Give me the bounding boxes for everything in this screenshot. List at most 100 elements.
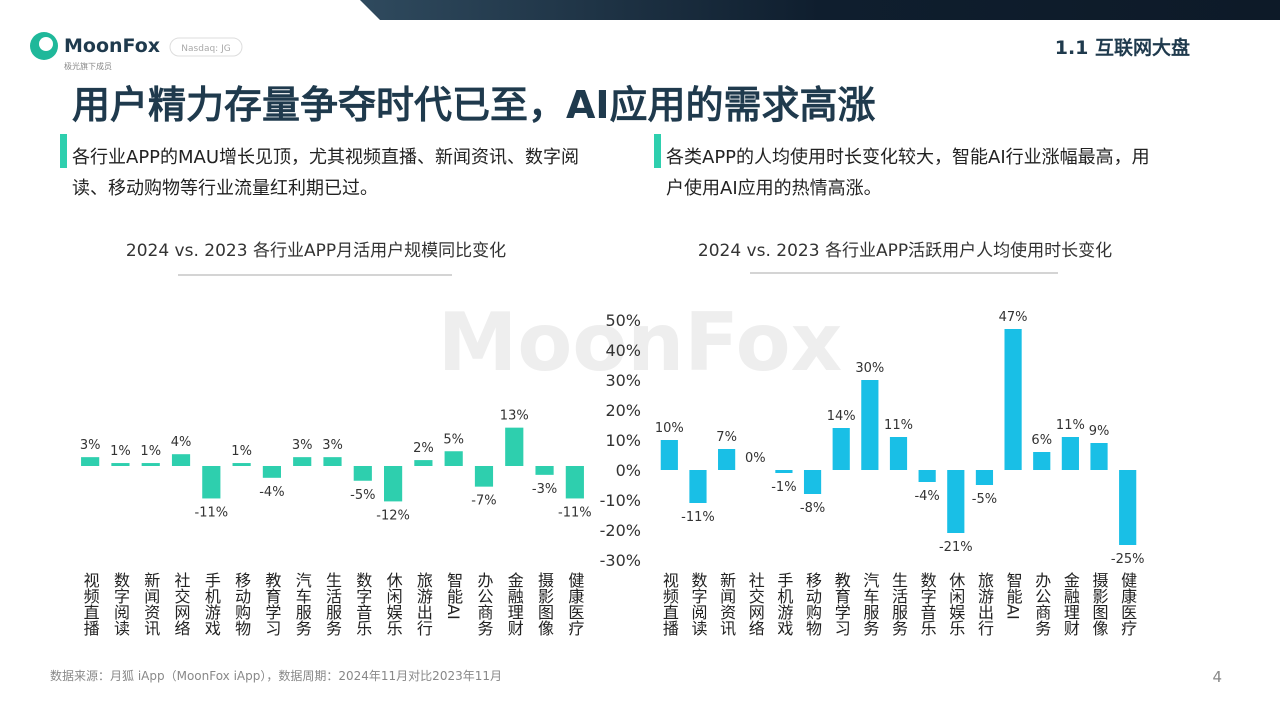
value-label: 30%: [855, 361, 884, 376]
value-label: 14%: [827, 409, 856, 424]
bar: [1033, 452, 1051, 470]
x-tick-label: 办公商务: [1032, 572, 1051, 637]
bar: [202, 466, 221, 499]
bar: [1061, 437, 1079, 470]
value-label: 1%: [140, 444, 161, 459]
value-label: 7%: [716, 430, 737, 445]
bar: [323, 457, 342, 466]
x-tick-label: 休闲娱乐: [384, 572, 403, 636]
value-label: -11%: [558, 505, 592, 520]
y-tick-label: 30%: [605, 371, 641, 390]
x-tick-label: 新闻资讯: [141, 572, 160, 637]
logo-icon-inner: [39, 37, 53, 51]
bar: [718, 449, 736, 470]
x-tick-label: 生活服务: [889, 572, 908, 637]
value-label: 1%: [231, 444, 252, 459]
bar: [384, 466, 403, 502]
chart-title: 2024 vs. 2023 各行业APP月活用户规模同比变化: [126, 241, 506, 261]
value-label: -7%: [471, 494, 496, 509]
bar: [803, 470, 822, 494]
value-label: -25%: [1111, 552, 1145, 567]
y-tick-label: 20%: [605, 401, 641, 420]
value-label: -11%: [195, 505, 229, 520]
value-label: 1%: [110, 444, 131, 459]
note-marker: [654, 134, 661, 168]
x-tick-label: 旅游出行: [414, 572, 433, 637]
bar: [832, 428, 850, 470]
x-tick-label: 摄影图像: [535, 572, 554, 636]
x-tick-label: 汽车服务: [860, 572, 879, 637]
x-tick-label: 社交网络: [746, 572, 765, 636]
bar: [171, 454, 191, 466]
value-label: 3%: [292, 438, 313, 453]
watermark: MoonFox: [438, 296, 842, 389]
x-tick-label: 教育学习: [832, 572, 851, 637]
value-label: 3%: [80, 438, 101, 453]
y-tick-label: -20%: [600, 521, 641, 540]
x-tick-label: 健康医疗: [565, 572, 584, 637]
x-tick-label: 手机游戏: [774, 572, 793, 637]
x-tick-label: 生活服务: [323, 572, 342, 637]
value-label: -1%: [771, 480, 796, 495]
x-tick-label: 新闻资讯: [717, 572, 736, 637]
value-label: 11%: [1056, 418, 1085, 433]
x-tick-label: 汽车服务: [293, 572, 312, 637]
bar: [535, 466, 554, 475]
bar: [947, 470, 965, 533]
value-label: 2%: [413, 441, 434, 456]
value-label: 47%: [999, 310, 1028, 325]
bar: [689, 470, 707, 503]
bar: [565, 466, 584, 499]
badge-box: [169, 37, 243, 57]
value-label: 4%: [171, 435, 192, 450]
x-tick-label: 智能AI: [444, 572, 463, 620]
note-marker: [60, 134, 67, 168]
note: 各行业APP的MAU增长见顶，尤其视频直播、新闻资讯、数字阅读、移动购物等行业流…: [72, 147, 580, 199]
value-label: 6%: [1031, 433, 1052, 448]
bar: [232, 463, 251, 466]
value-label: 11%: [884, 418, 913, 433]
value-label: 5%: [443, 432, 464, 447]
value-label: 0%: [745, 451, 766, 466]
y-tick-label: 0%: [616, 461, 641, 480]
y-tick-label: 50%: [605, 311, 641, 330]
value-label: -12%: [376, 508, 410, 523]
value-label: -5%: [350, 488, 375, 503]
bar: [474, 466, 494, 487]
badge: Nasdaq: JG: [181, 44, 230, 54]
bar: [889, 437, 908, 470]
bar: [262, 466, 281, 478]
bar: [1090, 443, 1108, 470]
source: 数据来源：月狐 iApp（MoonFox iApp），数据周期：2024年11月…: [50, 668, 502, 683]
bar: [141, 463, 160, 466]
bar: [918, 470, 936, 482]
logo-name: MoonFox: [64, 35, 160, 57]
x-tick-label: 移动购物: [232, 572, 251, 637]
x-tick-label: 数字阅读: [688, 572, 707, 636]
bar: [293, 457, 312, 466]
bar: [353, 466, 372, 481]
x-tick-label: 移动购物: [803, 572, 822, 637]
value-label: 10%: [655, 421, 684, 436]
value-label: -3%: [532, 482, 557, 497]
bar: [660, 440, 678, 470]
x-tick-label: 摄影图像: [1090, 572, 1109, 636]
value-label: -21%: [939, 540, 973, 555]
bar: [111, 463, 130, 466]
value-label: -8%: [800, 501, 825, 516]
bar: [1119, 470, 1137, 545]
x-tick-label: 旅游出行: [975, 572, 994, 637]
x-tick-label: 社交网络: [172, 572, 191, 636]
bar: [81, 457, 100, 466]
y-tick-label: -30%: [600, 551, 641, 570]
x-tick-label: 视频直播: [81, 572, 100, 637]
page-number: 4: [1212, 668, 1222, 686]
x-tick-label: 手机游戏: [202, 572, 221, 637]
top-band: [360, 0, 1280, 20]
x-tick-label: 金融理财: [1061, 572, 1080, 637]
x-tick-label: 数字阅读: [111, 572, 130, 636]
bar: [1004, 329, 1022, 470]
value-label: 13%: [500, 409, 529, 424]
